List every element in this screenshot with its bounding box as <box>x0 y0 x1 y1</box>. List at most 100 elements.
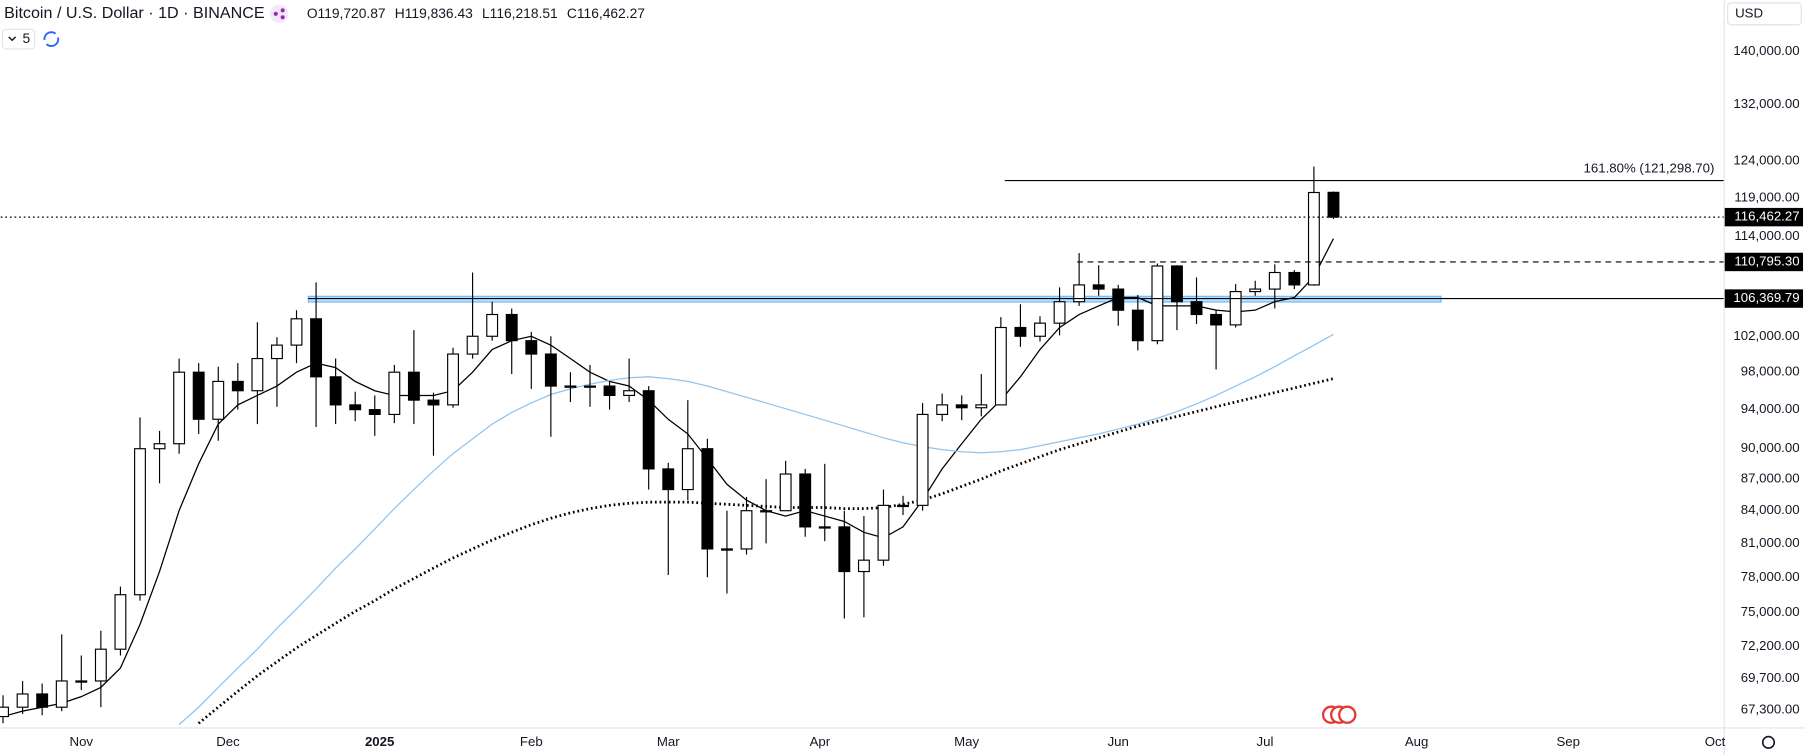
currency-box[interactable] <box>1727 2 1802 26</box>
candle-body <box>329 376 342 406</box>
x-tick-label: Apr <box>810 734 831 749</box>
chevron[interactable] <box>8 36 17 42</box>
x-tick-label: Jul <box>1257 734 1274 749</box>
share-icon[interactable] <box>269 4 289 24</box>
candle-body <box>877 504 890 561</box>
ohlc-key: H <box>395 4 405 20</box>
candle-body <box>251 357 264 392</box>
candle-body <box>1229 291 1242 326</box>
candle-body <box>486 313 499 337</box>
y-tick-label: 132,000.00 <box>1733 96 1799 111</box>
candle-body <box>525 340 538 355</box>
moving-average <box>178 333 1334 726</box>
candle-body <box>310 318 323 378</box>
candle-body <box>818 526 831 529</box>
candle-body <box>720 548 733 551</box>
price-label-box <box>1724 289 1804 308</box>
candle-body <box>975 404 988 409</box>
y-tick-label: 102,000.00 <box>1733 328 1799 343</box>
candle-body <box>55 680 68 708</box>
candle-body <box>994 326 1007 406</box>
candle-body <box>134 448 146 596</box>
indicators-toggle[interactable] <box>1 28 36 50</box>
candle-body <box>1249 288 1262 293</box>
moving-average <box>2 238 1335 718</box>
candle-body <box>584 385 596 388</box>
price-label: 116,462.27 <box>1734 209 1799 224</box>
ohlc-key: L <box>482 4 490 20</box>
candle-body <box>1170 265 1183 303</box>
x-tick-label: Feb <box>520 734 543 749</box>
share-dot[interactable] <box>280 8 285 13</box>
candle-body <box>564 385 577 388</box>
candle-body <box>16 693 29 708</box>
y-tick-label: 87,000.00 <box>1741 471 1800 486</box>
candle-body <box>349 404 362 411</box>
level-label: 161.80% (121,298.70) <box>1584 161 1715 176</box>
y-tick-label: 124,000.00 <box>1733 152 1799 167</box>
candle-body <box>1210 313 1223 326</box>
ohlc-value: 116,462.27 <box>577 4 645 20</box>
x-tick-label: 2025 <box>365 734 394 749</box>
candle-body <box>1268 271 1281 290</box>
ohlc-legend: O119,720.87 H119,836.43 L116,218.51 C116,46… <box>307 4 645 20</box>
candle-body <box>1151 265 1164 342</box>
candle-body <box>760 510 773 513</box>
candle-body <box>1307 191 1320 286</box>
ohlc-value: 116,218.51 <box>490 4 558 20</box>
candle-body <box>857 559 870 573</box>
refresh-icon[interactable] <box>43 31 60 47</box>
share-dot[interactable] <box>273 11 278 16</box>
plot-area: 161.80% (121,298.70) 140,000.00 132,000.00… <box>0 43 1804 749</box>
x-tick-label: Mar <box>657 734 680 749</box>
candle-body <box>681 448 694 491</box>
y-tick-label: 69,700.00 <box>1741 670 1800 685</box>
indicators-count[interactable]: 5 <box>23 30 31 46</box>
candle-body <box>955 404 968 409</box>
y-tick-label: 90,000.00 <box>1741 440 1800 455</box>
y-tick-label: 78,000.00 <box>1741 569 1800 584</box>
event-flag[interactable] <box>1338 705 1357 724</box>
candle-body <box>192 371 205 420</box>
candle-body <box>173 371 186 445</box>
ohlc-value: 119,720.87 <box>318 4 386 20</box>
candle-body <box>936 404 949 416</box>
candle-body <box>1327 191 1340 218</box>
currency[interactable]: USD <box>1735 5 1763 20</box>
price-label: 106,369.79 <box>1733 290 1799 305</box>
share-dot[interactable] <box>280 15 285 20</box>
y-tick-label: 98,000.00 <box>1741 364 1800 379</box>
candle-body <box>623 390 636 396</box>
y-tick-label: 75,000.00 <box>1741 604 1800 619</box>
share-icon-bg[interactable] <box>269 4 289 24</box>
candle-body <box>779 473 792 512</box>
candle-body <box>701 448 714 550</box>
x-tick-label: Jun <box>1108 734 1129 749</box>
candle-body <box>662 468 675 491</box>
candle-body <box>407 371 420 401</box>
candle-body <box>212 380 225 420</box>
candle-body <box>897 504 909 508</box>
price-label: 110,795.30 <box>1734 253 1799 268</box>
candle-body <box>0 706 9 718</box>
candle-body <box>231 380 244 392</box>
candle-body <box>1034 322 1046 337</box>
x-tick-label: Oct <box>1705 734 1726 749</box>
ohlc-value: 119,836.43 <box>405 4 473 20</box>
candle-body <box>799 473 812 528</box>
x-tick-label: May <box>954 734 979 749</box>
candle-body <box>1190 301 1203 316</box>
x-tick-label: Nov <box>70 734 94 749</box>
y-tick-label: 114,000.00 <box>1734 228 1799 243</box>
price-label-box <box>1724 207 1804 227</box>
ohlc-key: O <box>307 4 318 20</box>
candle-body <box>75 680 88 683</box>
candle-body <box>94 648 107 682</box>
events-icon[interactable] <box>1321 705 1357 724</box>
settings-icon[interactable] <box>1761 735 1776 749</box>
zone <box>307 295 1442 303</box>
